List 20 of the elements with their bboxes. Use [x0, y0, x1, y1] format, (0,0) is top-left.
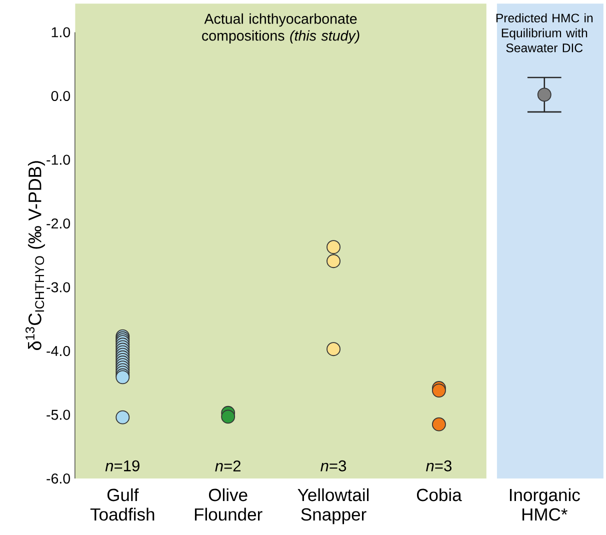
- y-tick-label: -6.0: [46, 473, 70, 484]
- annotation: n=2: [215, 460, 240, 472]
- annotation: n=3: [426, 460, 452, 472]
- annotation: n=3: [320, 460, 346, 472]
- y-axis-title: δ$^{13}$C$_{ICHTHYO}$ (‰ V-PDB): [26, 161, 45, 350]
- y-tick-label: -1.0: [46, 154, 70, 165]
- x-tick-label: Olive Flounder: [194, 488, 262, 521]
- x-tick-label: Yellowtail Snapper: [298, 488, 369, 524]
- annotation: n=19: [105, 460, 140, 472]
- y-tick-label: 1.0: [52, 27, 70, 38]
- y-tick-label: -4.0: [46, 346, 70, 356]
- x-tick-label: Inorganic HMC*: [510, 488, 580, 521]
- x-tick-label: Gulf Toadfish: [90, 488, 154, 521]
- band-label: Actual ichthyocarbonate compositions (this study): [202, 13, 360, 44]
- y-tick-label: 0.0: [51, 90, 70, 101]
- band-label: Predicted HMC in Equilibrium with Seawater DIC: [496, 13, 593, 52]
- x-tick-label: Cobia: [416, 488, 462, 502]
- y-tick-label: -5.0: [46, 410, 70, 420]
- y-tick-label: -3.0: [46, 282, 70, 292]
- y-tick-label: -2.0: [46, 218, 70, 228]
